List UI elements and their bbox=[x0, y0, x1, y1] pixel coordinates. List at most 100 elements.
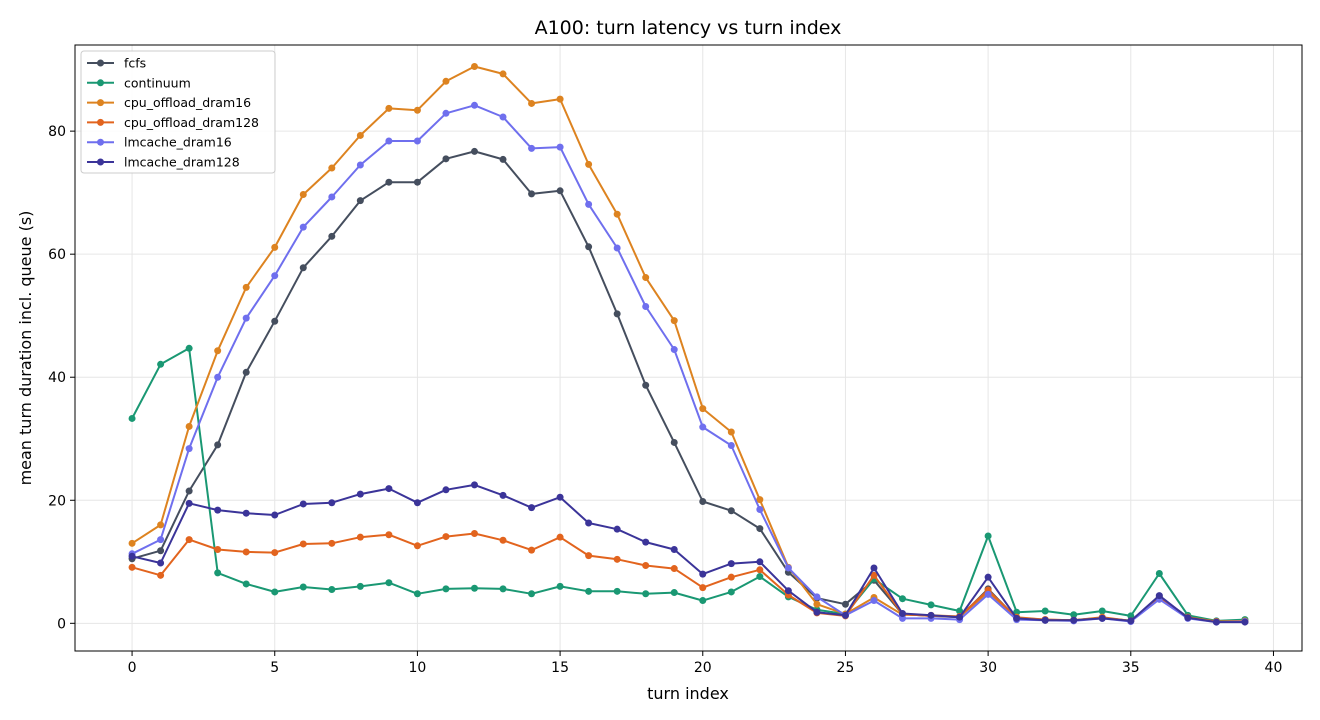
x-tick-label: 15 bbox=[551, 660, 569, 676]
data-point bbox=[385, 531, 393, 539]
x-tick-label: 10 bbox=[409, 660, 427, 676]
data-point bbox=[385, 137, 393, 145]
data-point bbox=[157, 536, 165, 544]
data-point bbox=[328, 232, 336, 240]
data-point bbox=[1098, 614, 1106, 622]
data-point bbox=[214, 569, 222, 577]
data-point bbox=[727, 588, 735, 596]
data-point bbox=[385, 104, 393, 112]
data-point bbox=[157, 521, 165, 529]
data-point bbox=[841, 600, 849, 608]
data-point bbox=[585, 587, 593, 595]
data-point bbox=[613, 244, 621, 252]
data-point bbox=[756, 505, 764, 513]
data-point bbox=[727, 428, 735, 436]
data-point bbox=[984, 532, 992, 540]
data-point bbox=[784, 587, 792, 595]
data-point bbox=[214, 441, 222, 449]
data-point bbox=[556, 95, 564, 103]
data-point bbox=[556, 533, 564, 541]
data-point bbox=[756, 573, 764, 581]
data-point bbox=[356, 161, 364, 169]
data-point bbox=[499, 113, 507, 121]
legend-item: cpu_offload_dram128 bbox=[87, 115, 259, 130]
data-point bbox=[670, 545, 678, 553]
data-point bbox=[328, 193, 336, 201]
y-tick-label: 40 bbox=[48, 370, 66, 386]
data-point bbox=[984, 590, 992, 598]
data-point bbox=[499, 155, 507, 163]
data-point bbox=[157, 559, 165, 567]
x-tick-label: 35 bbox=[1122, 660, 1140, 676]
data-point bbox=[128, 414, 136, 422]
data-point bbox=[271, 317, 279, 325]
data-point bbox=[1013, 614, 1021, 622]
series-lmcache_dram128 bbox=[128, 481, 1249, 626]
legend-label: lmcache_dram128 bbox=[124, 155, 240, 170]
grid bbox=[75, 45, 1302, 651]
data-point bbox=[585, 552, 593, 560]
data-point bbox=[528, 504, 536, 512]
data-point bbox=[1155, 592, 1163, 600]
data-point bbox=[556, 493, 564, 501]
data-point bbox=[899, 609, 907, 617]
data-point bbox=[699, 423, 707, 431]
data-point bbox=[1184, 614, 1192, 622]
legend-swatch-marker bbox=[97, 59, 104, 67]
data-point bbox=[613, 310, 621, 318]
series-line bbox=[131, 347, 1245, 622]
data-point bbox=[499, 491, 507, 499]
data-point bbox=[613, 210, 621, 218]
legend-swatch-marker bbox=[97, 118, 104, 126]
data-point bbox=[528, 99, 536, 107]
y-tick-label: 80 bbox=[48, 124, 66, 140]
data-point bbox=[214, 506, 222, 514]
data-point bbox=[385, 485, 393, 493]
data-point bbox=[870, 571, 878, 579]
data-point bbox=[470, 63, 478, 71]
data-point bbox=[556, 187, 564, 195]
data-point bbox=[642, 274, 650, 282]
data-point bbox=[185, 344, 193, 352]
data-point bbox=[442, 77, 450, 85]
data-point bbox=[442, 155, 450, 163]
data-point bbox=[271, 549, 279, 557]
data-point bbox=[413, 590, 421, 598]
data-point bbox=[214, 347, 222, 355]
data-point bbox=[128, 552, 136, 560]
data-point bbox=[1241, 618, 1249, 626]
data-point bbox=[1127, 612, 1135, 620]
x-tick-label: 20 bbox=[694, 660, 712, 676]
legend-label: continuum bbox=[124, 75, 191, 90]
data-point bbox=[870, 564, 878, 572]
data-point bbox=[613, 587, 621, 595]
data-point bbox=[242, 314, 250, 322]
legend-swatch-marker bbox=[97, 138, 104, 146]
legend-swatch-marker bbox=[97, 158, 104, 166]
data-point bbox=[442, 109, 450, 117]
data-point bbox=[413, 542, 421, 550]
data-point bbox=[356, 533, 364, 541]
data-point bbox=[328, 499, 336, 507]
data-point bbox=[585, 243, 593, 251]
data-point bbox=[413, 137, 421, 145]
data-point bbox=[642, 590, 650, 598]
data-point bbox=[756, 566, 764, 574]
data-point bbox=[727, 560, 735, 568]
data-point bbox=[670, 589, 678, 597]
data-point bbox=[385, 579, 393, 587]
data-point bbox=[670, 438, 678, 446]
data-point bbox=[642, 538, 650, 546]
data-point bbox=[870, 597, 878, 605]
data-point bbox=[185, 499, 193, 507]
data-point bbox=[528, 144, 536, 152]
data-point bbox=[1155, 569, 1163, 577]
legend-item: cpu_offload_dram16 bbox=[87, 95, 251, 110]
data-point bbox=[242, 509, 250, 517]
data-point bbox=[356, 197, 364, 205]
y-tick-label: 20 bbox=[48, 493, 66, 509]
data-point bbox=[214, 373, 222, 381]
data-point bbox=[299, 500, 307, 508]
data-point bbox=[413, 106, 421, 114]
